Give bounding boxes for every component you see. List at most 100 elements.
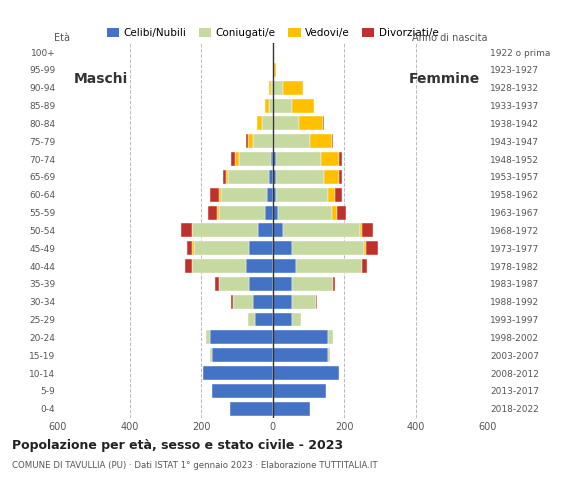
Bar bbox=[228, 170, 269, 184]
Bar bbox=[276, 152, 321, 166]
Bar bbox=[182, 224, 192, 237]
Bar bbox=[335, 188, 342, 202]
Bar bbox=[255, 312, 273, 326]
Bar bbox=[256, 117, 262, 131]
Bar bbox=[334, 277, 335, 291]
Bar bbox=[203, 366, 273, 380]
Bar bbox=[233, 295, 253, 309]
Bar bbox=[258, 224, 273, 237]
Bar bbox=[223, 170, 226, 184]
Bar bbox=[296, 259, 362, 273]
Bar bbox=[248, 134, 253, 148]
Bar bbox=[273, 366, 339, 380]
Bar bbox=[246, 259, 273, 273]
Bar bbox=[274, 134, 310, 148]
Bar bbox=[273, 259, 296, 273]
Bar bbox=[284, 81, 303, 95]
Bar bbox=[238, 152, 271, 166]
Bar bbox=[253, 134, 273, 148]
Bar bbox=[273, 188, 276, 202]
Bar bbox=[210, 330, 273, 344]
Text: Età: Età bbox=[55, 33, 70, 43]
Bar bbox=[310, 134, 332, 148]
Bar bbox=[273, 170, 276, 184]
Bar bbox=[316, 295, 317, 309]
Bar bbox=[192, 224, 258, 237]
Bar bbox=[324, 170, 339, 184]
Bar bbox=[273, 330, 328, 344]
Bar bbox=[219, 188, 221, 202]
Bar bbox=[364, 241, 365, 255]
Bar bbox=[273, 241, 292, 255]
Text: Popolazione per età, sesso e stato civile - 2023: Popolazione per età, sesso e stato civil… bbox=[12, 439, 343, 452]
Bar bbox=[221, 188, 267, 202]
Bar bbox=[212, 384, 273, 398]
Bar bbox=[273, 348, 328, 362]
Bar bbox=[249, 277, 273, 291]
Bar bbox=[194, 241, 249, 255]
Bar bbox=[269, 99, 273, 112]
Bar bbox=[273, 117, 299, 131]
Bar bbox=[292, 312, 301, 326]
Bar bbox=[292, 99, 314, 112]
Bar bbox=[322, 117, 324, 131]
Bar bbox=[187, 241, 192, 255]
Bar bbox=[269, 81, 271, 95]
Text: COMUNE DI TAVULLIA (PU) · Dati ISTAT 1° gennaio 2023 · Elaborazione TUTTITALIA.I: COMUNE DI TAVULLIA (PU) · Dati ISTAT 1° … bbox=[12, 461, 377, 470]
Bar bbox=[339, 170, 342, 184]
Bar bbox=[360, 224, 362, 237]
Bar bbox=[292, 277, 333, 291]
Bar bbox=[284, 224, 360, 237]
Bar bbox=[328, 348, 330, 362]
Bar bbox=[208, 205, 217, 219]
Bar bbox=[278, 205, 332, 219]
Bar bbox=[230, 402, 273, 416]
Bar bbox=[274, 63, 276, 77]
Bar bbox=[328, 330, 334, 344]
Text: Femmine: Femmine bbox=[409, 72, 480, 86]
Bar bbox=[273, 224, 284, 237]
Bar bbox=[266, 99, 269, 112]
Bar bbox=[276, 188, 328, 202]
Bar bbox=[273, 134, 274, 148]
Bar bbox=[206, 330, 210, 344]
Bar bbox=[262, 117, 273, 131]
Bar bbox=[248, 312, 255, 326]
Bar bbox=[362, 224, 373, 237]
Bar bbox=[192, 259, 246, 273]
Bar bbox=[273, 277, 292, 291]
Bar bbox=[226, 170, 228, 184]
Bar bbox=[235, 152, 238, 166]
Text: Maschi: Maschi bbox=[74, 72, 128, 86]
Bar bbox=[212, 348, 273, 362]
Bar bbox=[210, 348, 212, 362]
Bar bbox=[365, 241, 378, 255]
Bar bbox=[273, 99, 292, 112]
Bar bbox=[273, 312, 292, 326]
Bar bbox=[328, 188, 335, 202]
Bar bbox=[185, 259, 192, 273]
Bar bbox=[273, 63, 274, 77]
Bar bbox=[215, 277, 219, 291]
Bar bbox=[253, 295, 273, 309]
Bar bbox=[292, 241, 364, 255]
Text: Anno di nascita: Anno di nascita bbox=[412, 33, 487, 43]
Bar bbox=[292, 295, 316, 309]
Bar bbox=[249, 241, 273, 255]
Bar bbox=[273, 402, 310, 416]
Bar bbox=[267, 188, 273, 202]
Bar bbox=[362, 259, 367, 273]
Bar bbox=[217, 205, 219, 219]
Bar bbox=[271, 152, 273, 166]
Bar bbox=[276, 170, 324, 184]
Bar bbox=[273, 205, 278, 219]
Bar bbox=[339, 152, 342, 166]
Bar bbox=[231, 152, 235, 166]
Bar bbox=[273, 152, 276, 166]
Bar bbox=[219, 277, 249, 291]
Bar bbox=[337, 205, 346, 219]
Bar bbox=[192, 241, 194, 255]
Bar bbox=[321, 152, 339, 166]
Bar bbox=[332, 205, 337, 219]
Bar bbox=[266, 205, 273, 219]
